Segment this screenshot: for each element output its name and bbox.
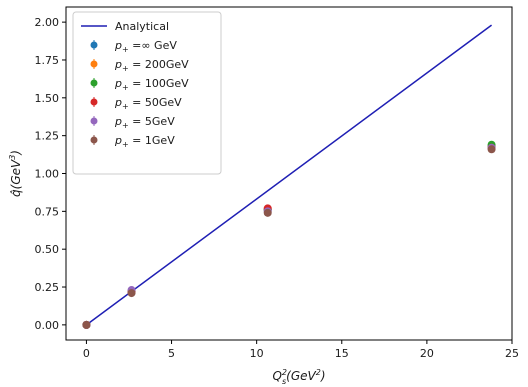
series-5-point: [487, 145, 496, 154]
legend-item-4: p+ = 5GeV: [114, 115, 175, 130]
legend-marker-swatch: [90, 41, 98, 49]
legend-marker-swatch: [90, 98, 98, 106]
legend-marker-swatch: [90, 136, 98, 144]
x-tick-label: 15: [335, 347, 349, 360]
y-tick-label: 0.25: [35, 281, 60, 294]
x-tick-label: 25: [505, 347, 519, 360]
analytical-line: [85, 24, 493, 326]
legend-item-5: p+ = 1GeV: [114, 134, 175, 149]
series-5-point: [82, 320, 91, 329]
legend-item-1: p+ = 200GeV: [114, 58, 189, 73]
legend-item-analytical: Analytical: [115, 20, 169, 33]
y-tick-label: 0.00: [35, 319, 60, 332]
y-tick-label: 0.50: [35, 243, 60, 256]
y-tick-label: 2.00: [35, 16, 60, 29]
y-tick-label: 1.75: [35, 54, 60, 67]
legend-item-0: p+ =∞ GeV: [114, 39, 177, 54]
x-tick-label: 10: [250, 347, 264, 360]
y-axis-label: q̂(GeV3): [8, 150, 23, 197]
legend-box: [72, 11, 222, 175]
legend-item-3: p+ = 50GeV: [114, 96, 182, 111]
legend-marker-swatch: [90, 60, 98, 68]
x-tick-label: 5: [168, 347, 175, 360]
legend-marker-swatch: [90, 117, 98, 125]
x-tick-label: 20: [420, 347, 434, 360]
x-tick-label: 0: [83, 347, 90, 360]
series-5-point: [127, 289, 136, 298]
x-axis-label: Q2 s(GeV2): [272, 368, 325, 386]
y-tick-label: 1.25: [35, 130, 60, 143]
y-tick-label: 1.50: [35, 92, 60, 105]
legend-marker-swatch: [90, 79, 98, 87]
series-5-point: [263, 208, 272, 217]
y-tick-label: 1.00: [35, 168, 60, 181]
y-tick-label: 0.75: [35, 205, 60, 218]
legend-item-2: p+ = 100GeV: [114, 77, 189, 92]
